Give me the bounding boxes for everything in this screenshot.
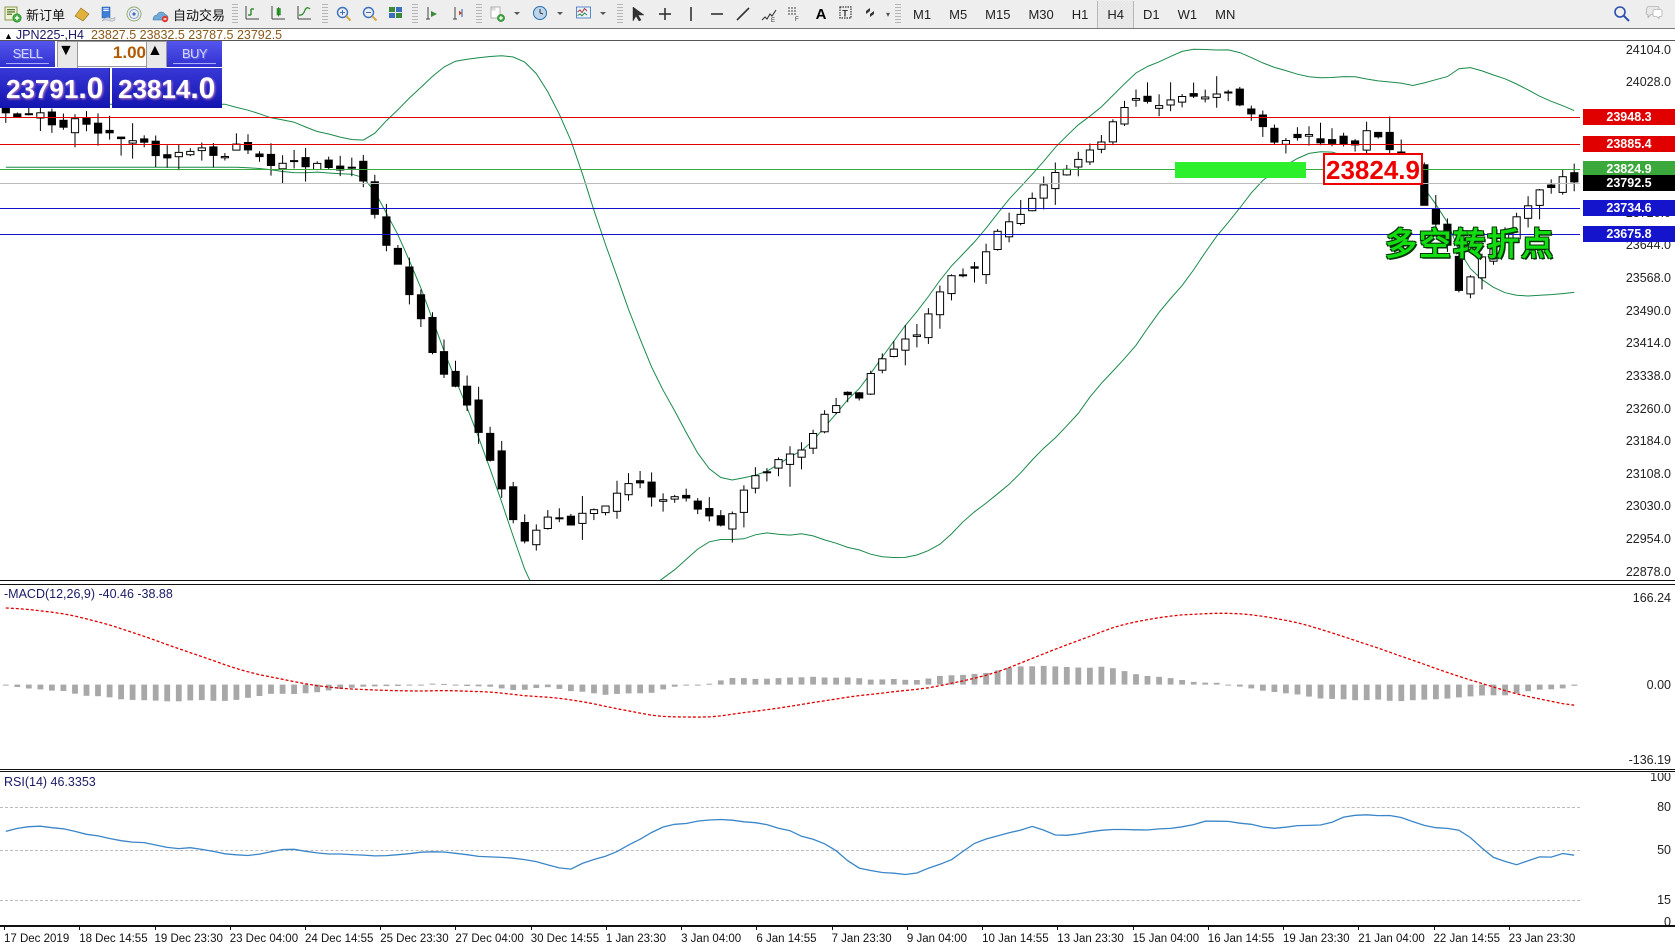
svg-text:F: F [795, 17, 799, 23]
svg-text:T: T [842, 9, 848, 19]
svg-text:E: E [771, 18, 775, 23]
